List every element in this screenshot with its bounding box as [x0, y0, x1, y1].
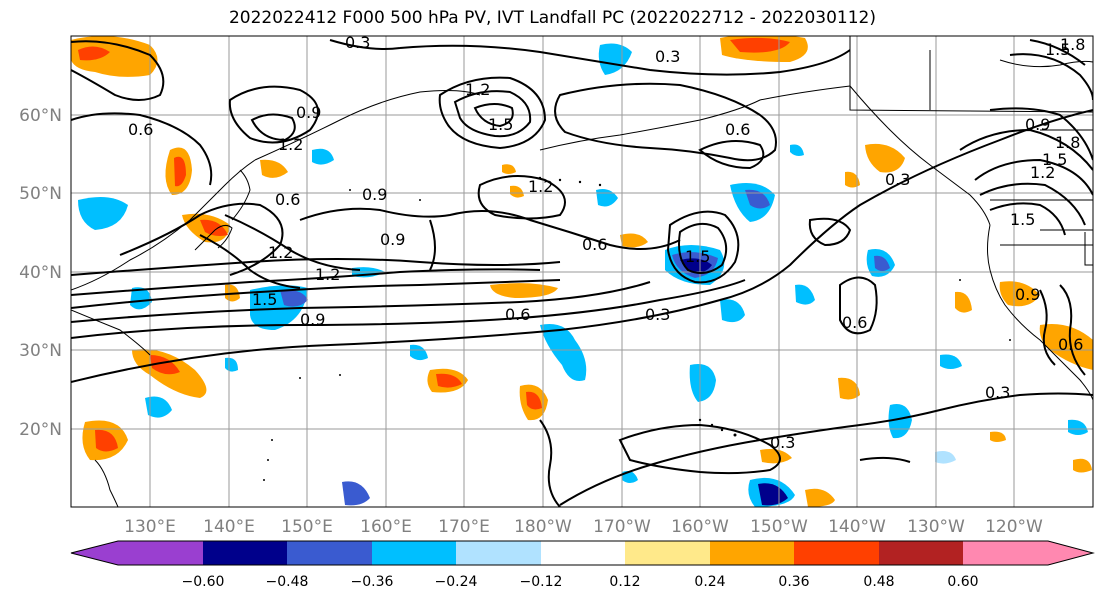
- colorbar-label: −0.24: [435, 574, 478, 590]
- colorbar-swatch: [963, 541, 1048, 565]
- colorbar-swatch: [118, 541, 203, 565]
- lon-label: 170°E: [438, 517, 490, 537]
- lat-label: 40°N: [19, 263, 62, 283]
- contour-label: 1.2: [528, 177, 553, 196]
- contour-label: 1.2: [1030, 163, 1055, 182]
- colorbar-swatch: [879, 541, 963, 565]
- contour-label: 0.6: [1058, 335, 1083, 354]
- colorbar-swatch: [203, 541, 287, 565]
- lat-label: 50°N: [19, 184, 62, 204]
- contour-label: 0.6: [275, 190, 300, 209]
- pv-contours: [71, 39, 1093, 507]
- contour-labels: 0.3 0.3 0.3 0.3 0.3 0.3 0.6 0.6 0.6 0.6 …: [128, 33, 1085, 452]
- contour-label: 0.6: [505, 305, 530, 324]
- colorbar: −0.60 −0.48 −0.36 −0.24 −0.12 0.12 0.24 …: [70, 540, 1095, 590]
- contour-label: 1.8: [1060, 35, 1085, 54]
- contour-label: 0.9: [380, 230, 405, 249]
- contour-label: 1.5: [252, 290, 277, 309]
- lon-label: 140°W: [828, 517, 886, 537]
- lon-label: 160°W: [671, 517, 729, 537]
- contour-label: 0.6: [842, 313, 867, 332]
- colorbar-label: 0.60: [947, 574, 978, 590]
- contour-label: 1.5: [1042, 150, 1067, 169]
- contour-label: 0.9: [296, 103, 321, 122]
- contour-label: 1.2: [315, 265, 340, 284]
- contour-label: 0.6: [128, 120, 153, 139]
- lon-label: 120°W: [985, 517, 1043, 537]
- contour-label: 0.3: [345, 33, 370, 52]
- lat-label: 20°N: [19, 420, 62, 440]
- lon-label: 130°E: [124, 517, 176, 537]
- lon-label: 150°W: [750, 517, 808, 537]
- contour-label: 0.3: [885, 170, 910, 189]
- colorbar-extend-max: [1048, 541, 1093, 565]
- lon-label: 170°W: [593, 517, 651, 537]
- lon-label: 140°E: [203, 517, 255, 537]
- colorbar-label: 0.48: [863, 574, 894, 590]
- colorbar-swatch: [794, 541, 879, 565]
- lat-label: 60°N: [19, 106, 62, 126]
- coastlines: [71, 36, 1093, 507]
- colorbar-label: 0.24: [694, 574, 725, 590]
- contour-label: 0.9: [362, 185, 387, 204]
- lat-label: 30°N: [19, 341, 62, 361]
- contour-label: 0.3: [655, 47, 680, 66]
- contour-label: 0.6: [725, 120, 750, 139]
- colorbar-outline: [70, 540, 1095, 566]
- contour-label: 0.3: [770, 433, 795, 452]
- colorbar-swatch: [287, 541, 372, 565]
- map-frame: [70, 35, 1094, 508]
- contour-label: 1.2: [465, 80, 490, 99]
- colorbar-label: 0.36: [778, 574, 809, 590]
- contour-label: 0.3: [645, 305, 670, 324]
- colorbar-swatch: [372, 541, 456, 565]
- lon-label: 180°W: [514, 517, 572, 537]
- longitude-labels: 130°E 140°E 150°E 160°E 170°E 180°W 170°…: [124, 517, 1043, 537]
- contour-label: 0.6: [582, 235, 607, 254]
- colorbar-swatch: [625, 541, 710, 565]
- graticule: [71, 36, 1093, 507]
- colorbar-label: −0.12: [520, 574, 563, 590]
- lon-label: 130°W: [907, 517, 965, 537]
- colorbar-extend-min: [71, 541, 118, 565]
- contour-label: 1.5: [685, 247, 710, 266]
- contour-label: 0.9: [300, 310, 325, 329]
- contour-label: 1.5: [488, 115, 513, 134]
- contour-label: 1.8: [1055, 133, 1080, 152]
- contour-label: 1.2: [268, 243, 293, 262]
- colorbar-label: −0.36: [351, 574, 394, 590]
- lon-label: 160°E: [360, 517, 412, 537]
- contour-label: 0.9: [1015, 285, 1040, 304]
- contour-label: 1.5: [1010, 210, 1035, 229]
- lon-label: 150°E: [281, 517, 333, 537]
- anomaly-shading: [71, 36, 1093, 507]
- colorbar-label: 0.12: [609, 574, 640, 590]
- contour-label: 1.5: [1045, 40, 1070, 59]
- contour-label: 1.2: [278, 135, 303, 154]
- map-title: 2022022412 F000 500 hPa PV, IVT Landfall…: [228, 8, 876, 28]
- contour-label: 0.9: [1025, 115, 1050, 134]
- map-plot-area: 0.3 0.3 0.3 0.3 0.3 0.3 0.6 0.6 0.6 0.6 …: [71, 33, 1093, 507]
- latitude-labels: 60°N 50°N 40°N 30°N 20°N: [19, 106, 62, 440]
- colorbar-swatch: [710, 541, 794, 565]
- colorbar-swatch: [456, 541, 541, 565]
- colorbar-label: −0.60: [182, 574, 225, 590]
- colorbar-label: −0.48: [266, 574, 309, 590]
- colorbar-swatch: [541, 541, 625, 565]
- contour-label: 0.3: [985, 383, 1010, 402]
